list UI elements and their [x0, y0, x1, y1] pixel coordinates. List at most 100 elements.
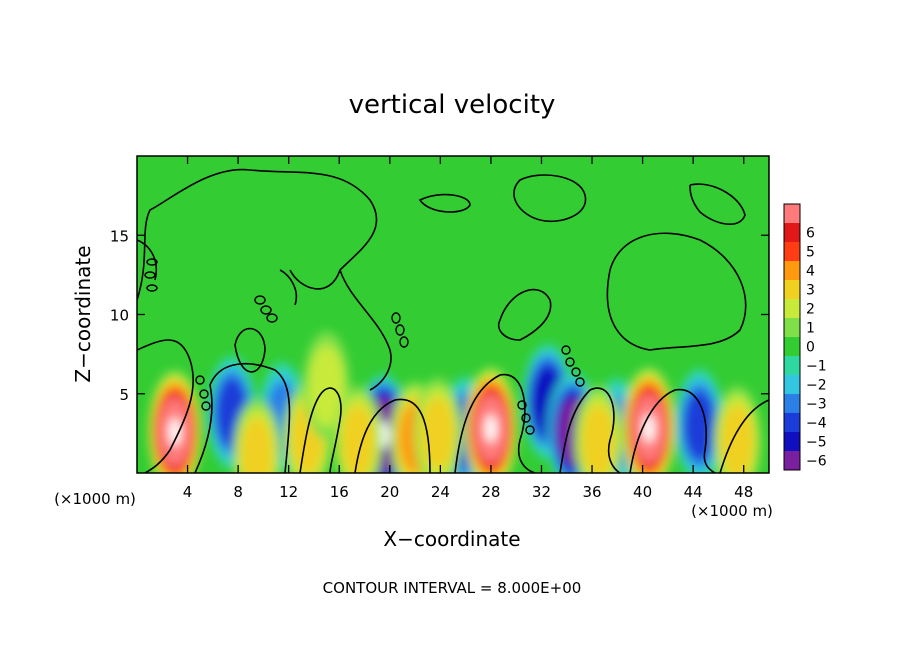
contour-ring	[395, 324, 405, 336]
colorbar-swatch	[784, 318, 800, 337]
colorbar-label: −6	[806, 454, 827, 470]
colorbar-swatch	[784, 280, 800, 299]
x-tick-label: 8	[233, 483, 243, 501]
colorbar-swatch	[784, 299, 800, 318]
x-tick-label: 4	[183, 483, 193, 501]
updraft-cell	[240, 417, 274, 473]
colorbar-swatch	[784, 223, 800, 242]
updraft-cell	[341, 405, 375, 473]
colorbar-swatch	[784, 413, 800, 432]
contour-line	[606, 232, 747, 351]
updraft-cell	[721, 405, 754, 473]
x-tick-label: 48	[734, 483, 753, 501]
contour-ring	[146, 258, 158, 266]
y-axis: 5 10 15	[110, 227, 769, 404]
contour-ring	[399, 336, 409, 348]
contour-ring	[254, 295, 266, 305]
y-tick-label: 10	[110, 307, 129, 325]
x-unit-right: (×1000 m)	[691, 502, 773, 520]
contour-ring	[575, 377, 585, 387]
contour-ring	[260, 305, 272, 315]
contour-rings	[144, 258, 585, 435]
contour-line	[137, 339, 194, 473]
updraft-cell-core	[484, 414, 497, 443]
colorbar-swatch	[784, 337, 800, 356]
colorbar-label: −4	[806, 416, 827, 432]
contour-line	[234, 327, 266, 373]
updraft-cell	[581, 405, 615, 473]
plot-area	[137, 156, 769, 473]
contour-line	[299, 387, 342, 473]
contour-line	[689, 183, 746, 225]
contour-line	[629, 388, 716, 473]
contour-line	[279, 269, 298, 306]
x-axis-label: X−coordinate	[383, 527, 520, 551]
colorbar-label: 0	[806, 340, 815, 356]
updraft-cell-core	[168, 417, 181, 446]
contour-line	[194, 362, 291, 473]
x-tick-label: 40	[633, 483, 652, 501]
x-tick-label: 16	[330, 483, 349, 501]
contour-line	[418, 193, 471, 213]
colorbar-swatch	[784, 394, 800, 413]
contour-line	[559, 387, 621, 473]
colorbar-swatch	[784, 242, 800, 261]
updraft-cell	[421, 397, 455, 470]
contour-ring	[517, 400, 527, 410]
contour-ring	[144, 271, 156, 279]
contour-lines	[137, 168, 769, 473]
colorbar-swatch	[784, 261, 800, 280]
colorbar-swatch	[784, 204, 800, 223]
contour-ring	[195, 375, 205, 385]
contour-ring	[525, 425, 535, 435]
contour-ring	[561, 345, 571, 355]
colorbar-swatch	[784, 356, 800, 375]
contour-line	[498, 288, 552, 341]
contour-line	[454, 373, 536, 473]
contour-ring	[266, 313, 278, 323]
colorbar-label: 2	[806, 302, 815, 318]
colorbar-swatch	[784, 375, 800, 394]
contour-line	[339, 269, 392, 391]
updraft-cell-core	[642, 414, 655, 443]
contour-line	[513, 174, 587, 222]
contour-ring	[146, 284, 158, 292]
x-tick-label: 32	[532, 483, 551, 501]
contour-ring	[521, 413, 531, 423]
colorbar: −6 −5 −4 −3 −2 −1 0 1 2 3 4 5 6	[783, 203, 827, 471]
colorbar-label: 3	[806, 283, 815, 299]
contour-line	[719, 399, 769, 473]
colorbar-label: 4	[806, 264, 815, 280]
colorbar-swatch	[784, 451, 800, 470]
x-tick-label: 24	[431, 483, 450, 501]
colorbar-frame	[783, 203, 801, 471]
updraft-cell	[308, 345, 345, 427]
y-axis-label: Z−coordinate	[71, 245, 95, 382]
colorbar-label: 6	[806, 226, 815, 242]
x-axis: 4 8 12 16 20 24 28 32 36 40 44 48	[183, 156, 753, 501]
contour-ring	[199, 389, 209, 399]
contour-ring	[201, 401, 211, 411]
x-tick-label: 28	[481, 483, 500, 501]
colorbar-swatch	[784, 432, 800, 451]
colorbar-label: −5	[806, 435, 827, 451]
colorbar-label: −3	[806, 397, 827, 413]
y-tick-label: 15	[110, 227, 129, 245]
velocity-field	[148, 331, 762, 473]
x-tick-label: 20	[380, 483, 399, 501]
contour-ring	[565, 357, 575, 367]
x-unit-left: (×1000 m)	[54, 490, 136, 508]
colorbar-label: 5	[806, 245, 815, 261]
x-tick-label: 44	[684, 483, 703, 501]
contour-line	[137, 168, 378, 301]
colorbar-label: −1	[806, 359, 827, 375]
chart-title: vertical velocity	[349, 90, 556, 120]
x-tick-label: 12	[279, 483, 298, 501]
contour-ring	[571, 367, 581, 377]
contour-line	[137, 239, 157, 281]
downdraft-cell	[683, 391, 716, 460]
y-tick-label: 5	[119, 386, 129, 404]
colorbar-label: 1	[806, 321, 815, 337]
contour-line	[354, 398, 431, 473]
